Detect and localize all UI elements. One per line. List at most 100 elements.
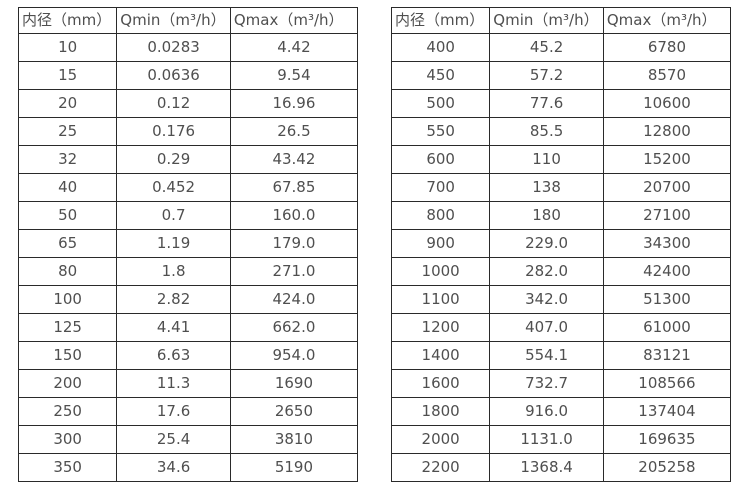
cell-qmin: 17.6 bbox=[116, 397, 231, 426]
left-table-body: 10 0.0283 4.42 15 0.0636 9.54 20 0.12 16… bbox=[17, 33, 359, 482]
left-table-header: 内径（mm） Qmin（m³/h） Qmax（m³/h） bbox=[17, 7, 359, 34]
table-row: 50 0.7 160.0 bbox=[17, 201, 359, 230]
table-row: 2000 1131.0 169635 bbox=[390, 425, 732, 454]
cell-diameter: 80 bbox=[17, 257, 118, 286]
cell-diameter: 125 bbox=[17, 313, 118, 342]
table-row: 2200 1368.4 205258 bbox=[390, 453, 732, 482]
table-row: 350 34.6 5190 bbox=[17, 453, 359, 482]
table-row: 1000 282.0 42400 bbox=[390, 257, 732, 286]
table-row: 200 11.3 1690 bbox=[17, 369, 359, 398]
cell-diameter: 350 bbox=[17, 453, 118, 482]
cell-qmax: 51300 bbox=[602, 285, 732, 314]
table-row: 800 180 27100 bbox=[390, 201, 732, 230]
table-row: 1400 554.1 83121 bbox=[390, 341, 732, 370]
table-row: 25 0.176 26.5 bbox=[17, 117, 359, 146]
header-row: 内径（mm） Qmin（m³/h） Qmax（m³/h） bbox=[17, 7, 359, 34]
cell-qmin: 1368.4 bbox=[489, 453, 604, 482]
table-row: 1600 732.7 108566 bbox=[390, 369, 732, 398]
cell-diameter: 700 bbox=[390, 173, 491, 202]
cell-diameter: 32 bbox=[17, 145, 118, 174]
header-row: 内径（mm） Qmin（m³/h） Qmax（m³/h） bbox=[390, 7, 732, 34]
table-row: 700 138 20700 bbox=[390, 173, 732, 202]
cell-qmax: 8570 bbox=[602, 61, 732, 90]
right-table: 内径（mm） Qmin（m³/h） Qmax（m³/h） 400 45.2 67… bbox=[390, 7, 732, 482]
cell-diameter: 1000 bbox=[390, 257, 491, 286]
cell-qmin: 45.2 bbox=[489, 33, 604, 62]
cell-diameter: 25 bbox=[17, 117, 118, 146]
table-row: 15 0.0636 9.54 bbox=[17, 61, 359, 90]
left-table: 内径（mm） Qmin（m³/h） Qmax（m³/h） 10 0.0283 4… bbox=[17, 7, 359, 482]
cell-qmin: 6.63 bbox=[116, 341, 231, 370]
cell-qmin: 57.2 bbox=[489, 61, 604, 90]
cell-qmin: 4.41 bbox=[116, 313, 231, 342]
table-row: 900 229.0 34300 bbox=[390, 229, 732, 258]
cell-qmin: 0.29 bbox=[116, 145, 231, 174]
cell-diameter: 20 bbox=[17, 89, 118, 118]
cell-qmin: 282.0 bbox=[489, 257, 604, 286]
cell-qmax: 42400 bbox=[602, 257, 732, 286]
cell-qmin: 0.0283 bbox=[116, 33, 231, 62]
cell-qmax: 27100 bbox=[602, 201, 732, 230]
cell-qmax: 26.5 bbox=[229, 117, 359, 146]
cell-diameter: 50 bbox=[17, 201, 118, 230]
cell-qmax: 5190 bbox=[229, 453, 359, 482]
right-table-header: 内径（mm） Qmin（m³/h） Qmax（m³/h） bbox=[390, 7, 732, 34]
cell-qmax: 160.0 bbox=[229, 201, 359, 230]
cell-qmin: 0.12 bbox=[116, 89, 231, 118]
table-row: 20 0.12 16.96 bbox=[17, 89, 359, 118]
cell-qmin: 1131.0 bbox=[489, 425, 604, 454]
cell-qmin: 554.1 bbox=[489, 341, 604, 370]
cell-diameter: 800 bbox=[390, 201, 491, 230]
cell-qmax: 3810 bbox=[229, 425, 359, 454]
table-row: 125 4.41 662.0 bbox=[17, 313, 359, 342]
cell-qmax: 16.96 bbox=[229, 89, 359, 118]
cell-qmin: 732.7 bbox=[489, 369, 604, 398]
cell-diameter: 150 bbox=[17, 341, 118, 370]
cell-diameter: 450 bbox=[390, 61, 491, 90]
cell-qmin: 0.0636 bbox=[116, 61, 231, 90]
cell-qmax: 43.42 bbox=[229, 145, 359, 174]
cell-diameter: 65 bbox=[17, 229, 118, 258]
cell-qmax: 1690 bbox=[229, 369, 359, 398]
cell-diameter: 1400 bbox=[390, 341, 491, 370]
header-cell-qmax: Qmax（m³/h） bbox=[229, 7, 359, 34]
cell-qmin: 34.6 bbox=[116, 453, 231, 482]
cell-qmax: 954.0 bbox=[229, 341, 359, 370]
cell-qmax: 61000 bbox=[602, 313, 732, 342]
cell-diameter: 200 bbox=[17, 369, 118, 398]
header-cell-diameter: 内径（mm） bbox=[17, 7, 118, 34]
cell-qmax: 83121 bbox=[602, 341, 732, 370]
cell-qmin: 180 bbox=[489, 201, 604, 230]
cell-qmax: 67.85 bbox=[229, 173, 359, 202]
cell-qmax: 15200 bbox=[602, 145, 732, 174]
cell-qmax: 137404 bbox=[602, 397, 732, 426]
table-row: 450 57.2 8570 bbox=[390, 61, 732, 90]
cell-diameter: 1100 bbox=[390, 285, 491, 314]
cell-diameter: 900 bbox=[390, 229, 491, 258]
cell-diameter: 1600 bbox=[390, 369, 491, 398]
cell-qmin: 77.6 bbox=[489, 89, 604, 118]
cell-diameter: 10 bbox=[17, 33, 118, 62]
cell-qmax: 10600 bbox=[602, 89, 732, 118]
table-row: 600 110 15200 bbox=[390, 145, 732, 174]
table-row: 1100 342.0 51300 bbox=[390, 285, 732, 314]
cell-qmax: 20700 bbox=[602, 173, 732, 202]
header-cell-diameter: 内径（mm） bbox=[390, 7, 491, 34]
cell-diameter: 1800 bbox=[390, 397, 491, 426]
cell-diameter: 500 bbox=[390, 89, 491, 118]
cell-qmin: 1.19 bbox=[116, 229, 231, 258]
cell-qmin: 110 bbox=[489, 145, 604, 174]
table-row: 1200 407.0 61000 bbox=[390, 313, 732, 342]
cell-qmin: 85.5 bbox=[489, 117, 604, 146]
cell-qmax: 12800 bbox=[602, 117, 732, 146]
cell-qmax: 662.0 bbox=[229, 313, 359, 342]
cell-qmax: 205258 bbox=[602, 453, 732, 482]
cell-qmin: 916.0 bbox=[489, 397, 604, 426]
table-row: 400 45.2 6780 bbox=[390, 33, 732, 62]
table-row: 80 1.8 271.0 bbox=[17, 257, 359, 286]
cell-qmax: 2650 bbox=[229, 397, 359, 426]
header-cell-qmax: Qmax（m³/h） bbox=[602, 7, 732, 34]
cell-qmin: 0.7 bbox=[116, 201, 231, 230]
cell-qmin: 138 bbox=[489, 173, 604, 202]
